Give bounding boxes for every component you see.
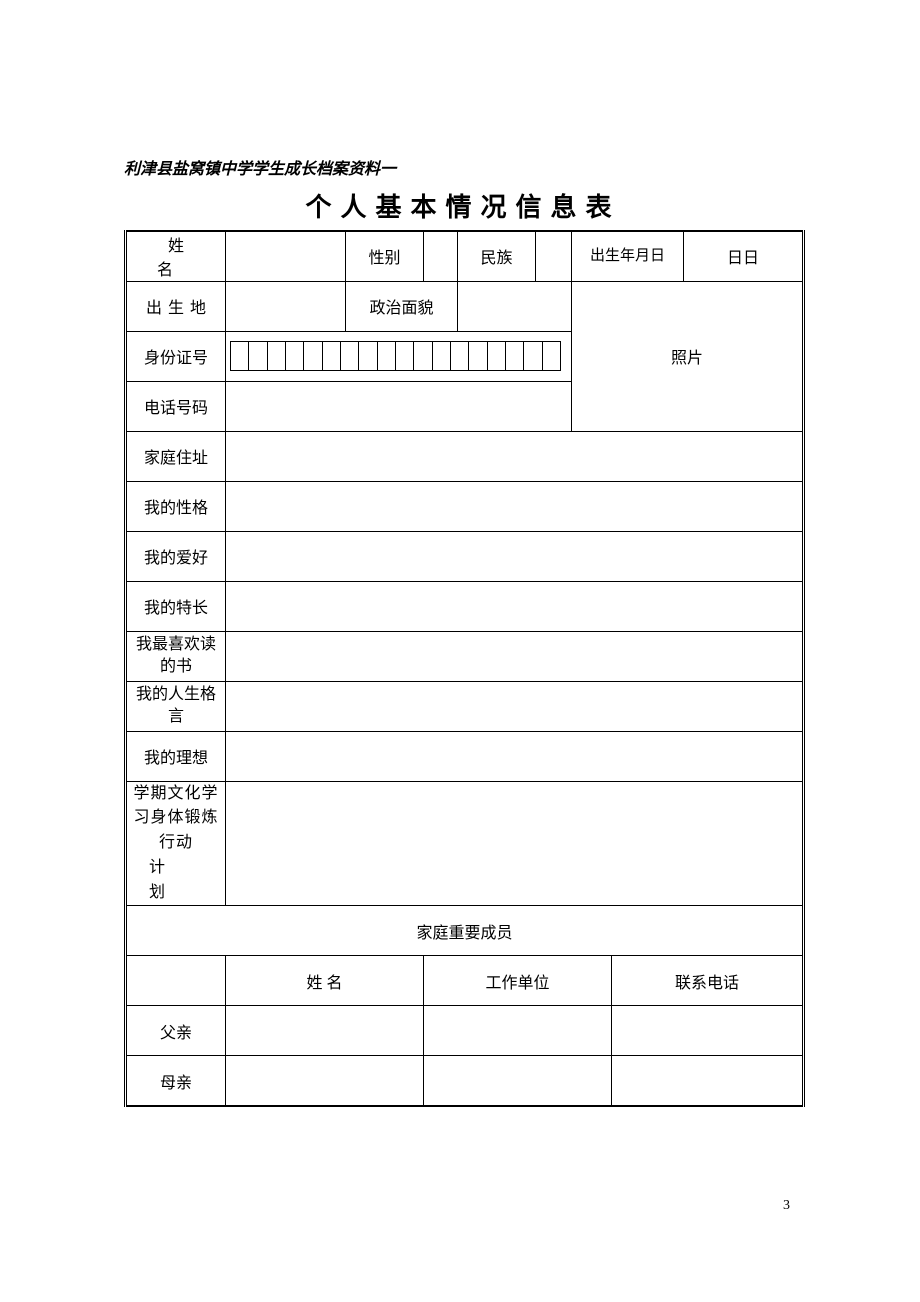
label-mother: 母亲 xyxy=(126,1056,226,1106)
id-digit-box[interactable] xyxy=(505,341,524,371)
family-col-blank xyxy=(126,956,226,1006)
field-name[interactable] xyxy=(226,231,346,281)
info-form-table: 姓名 性别 民族 出生年月日 日日 出生地 政治面貌 照片 身份证号 电话号码 xyxy=(124,230,805,1107)
field-hobby[interactable] xyxy=(226,531,804,581)
field-father-work[interactable] xyxy=(424,1006,612,1056)
id-digit-box[interactable] xyxy=(487,341,506,371)
id-digit-box[interactable] xyxy=(322,341,341,371)
field-favbook[interactable] xyxy=(226,631,804,681)
field-gender[interactable] xyxy=(424,231,458,281)
field-birthplace[interactable] xyxy=(226,281,346,331)
field-father-phone[interactable] xyxy=(612,1006,804,1056)
id-digit-box[interactable] xyxy=(542,341,561,371)
label-plan-text2: 计划 xyxy=(131,856,221,906)
photo-area[interactable]: 照片 xyxy=(572,281,804,431)
field-mother-work[interactable] xyxy=(424,1056,612,1106)
family-col-work: 工作单位 xyxy=(424,956,612,1006)
label-plan: 学期文化学习身体锻炼行动 计划 xyxy=(126,781,226,906)
field-strength[interactable] xyxy=(226,581,804,631)
id-digit-box[interactable] xyxy=(432,341,451,371)
label-politics: 政治面貌 xyxy=(346,281,458,331)
field-idnum[interactable] xyxy=(226,331,572,381)
field-father-name[interactable] xyxy=(226,1006,424,1056)
label-hobby: 我的爱好 xyxy=(126,531,226,581)
field-plan[interactable] xyxy=(226,781,804,906)
field-birth[interactable]: 日日 xyxy=(684,231,804,281)
label-plan-text1: 学期文化学习身体锻炼行动 xyxy=(133,785,218,852)
family-section-header: 家庭重要成员 xyxy=(126,906,804,956)
label-phone: 电话号码 xyxy=(126,381,226,431)
label-birthplace: 出生地 xyxy=(126,281,226,331)
field-politics[interactable] xyxy=(458,281,572,331)
label-father: 父亲 xyxy=(126,1006,226,1056)
field-motto[interactable] xyxy=(226,681,804,731)
label-ethnic: 民族 xyxy=(458,231,536,281)
id-digit-box[interactable] xyxy=(248,341,267,371)
document-subtitle: 利津县盐窝镇中学学生成长档案资料一 xyxy=(124,155,802,179)
field-phone[interactable] xyxy=(226,381,572,431)
label-ideal: 我的理想 xyxy=(126,731,226,781)
label-character: 我的性格 xyxy=(126,481,226,531)
page-number: 3 xyxy=(783,1198,790,1214)
label-name: 姓名 xyxy=(126,231,226,281)
field-ideal[interactable] xyxy=(226,731,804,781)
field-mother-phone[interactable] xyxy=(612,1056,804,1106)
id-digit-box[interactable] xyxy=(340,341,359,371)
id-digit-box[interactable] xyxy=(468,341,487,371)
field-address[interactable] xyxy=(226,431,804,481)
field-mother-name[interactable] xyxy=(226,1056,424,1106)
label-idnum: 身份证号 xyxy=(126,331,226,381)
label-strength: 我的特长 xyxy=(126,581,226,631)
id-digit-box[interactable] xyxy=(358,341,377,371)
document-title: 个人基本情况信息表 xyxy=(124,187,802,224)
id-digit-boxes xyxy=(230,332,567,381)
id-digit-box[interactable] xyxy=(413,341,432,371)
family-col-phone: 联系电话 xyxy=(612,956,804,1006)
id-digit-box[interactable] xyxy=(267,341,286,371)
id-digit-box[interactable] xyxy=(450,341,469,371)
field-character[interactable] xyxy=(226,481,804,531)
label-favbook: 我最喜欢读的书 xyxy=(126,631,226,681)
label-gender: 性别 xyxy=(346,231,424,281)
label-birth: 出生年月日 xyxy=(572,231,684,281)
id-digit-box[interactable] xyxy=(230,341,249,371)
id-digit-box[interactable] xyxy=(303,341,322,371)
id-digit-box[interactable] xyxy=(285,341,304,371)
label-address: 家庭住址 xyxy=(126,431,226,481)
family-col-name: 姓 名 xyxy=(226,956,424,1006)
id-digit-box[interactable] xyxy=(523,341,542,371)
field-ethnic[interactable] xyxy=(536,231,572,281)
id-digit-box[interactable] xyxy=(395,341,414,371)
id-digit-box[interactable] xyxy=(377,341,396,371)
label-motto: 我的人生格言 xyxy=(126,681,226,731)
